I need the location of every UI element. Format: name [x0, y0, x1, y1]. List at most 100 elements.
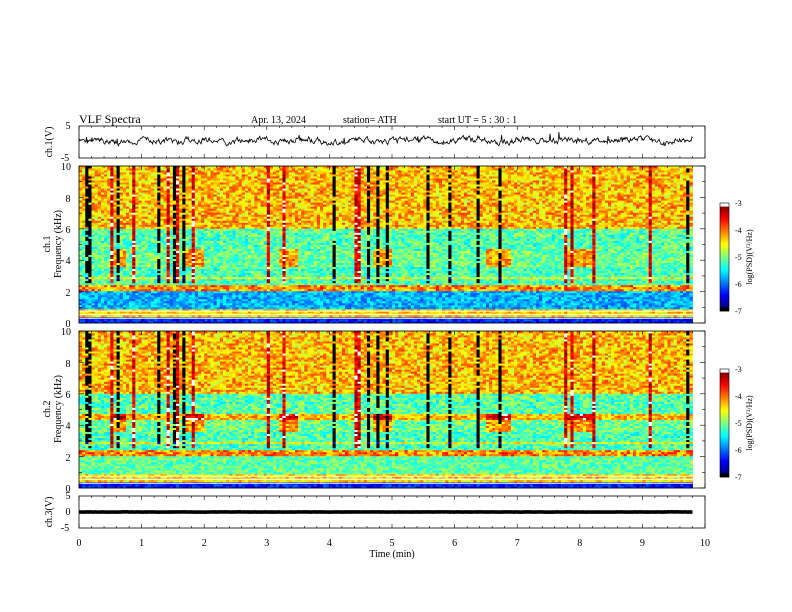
spectrogram-cell: [235, 296, 240, 300]
spectrogram-cell: [345, 306, 349, 310]
spectrogram-cell: [282, 290, 286, 294]
spectrogram-cell: [257, 296, 261, 300]
spectrogram-cell: [673, 290, 678, 294]
spectrogram-cell: [442, 318, 446, 322]
spectrogram-cell: [291, 314, 296, 318]
spectrogram-cell: [216, 296, 221, 300]
spectrogram-cell: [561, 318, 565, 322]
spectrogram-cell: [157, 318, 161, 322]
spectrogram-cell: [207, 320, 211, 324]
spectrogram-cell: [345, 310, 349, 314]
spectrogram-cell: [373, 306, 377, 310]
spectrogram-cell: [592, 300, 596, 304]
spectrogram-cell: [204, 310, 208, 314]
spectrogram-cell: [88, 288, 92, 292]
spectrogram-cell: [517, 290, 521, 294]
spectrogram-cell: [567, 306, 571, 310]
spectrogram-cell: [110, 308, 114, 312]
spectrogram-cell: [160, 308, 164, 312]
spectrogram-cell: [457, 310, 462, 314]
spectrogram-cell: [570, 300, 574, 304]
spectrogram-cell: [157, 292, 161, 296]
spectrogram-cell: [548, 292, 553, 296]
spectrogram-cell: [160, 310, 164, 314]
spectrogram-cell: [97, 304, 102, 308]
spectrogram-cell: [357, 300, 362, 304]
spectrogram-cell: [523, 302, 527, 306]
spectrogram-cell: [241, 294, 246, 298]
spectrogram-cell: [492, 294, 496, 298]
spectrogram-cell: [169, 310, 174, 314]
spectrogram-cell: [489, 300, 493, 304]
spectrogram-cell: [222, 318, 227, 322]
spectrogram-cell: [113, 306, 117, 310]
spectrogram-cell: [279, 310, 283, 314]
ch1-spectrogram-cells: [79, 166, 693, 324]
spectrogram-cell: [607, 296, 612, 300]
spectrogram-cell: [138, 292, 142, 296]
spectrogram-cell: [341, 318, 346, 322]
spectrogram-cell: [679, 310, 684, 314]
spectrogram-cell: [104, 320, 108, 324]
spectrogram-cell: [219, 296, 224, 300]
spectrogram-cell: [485, 298, 490, 302]
spectrogram-cell: [304, 314, 308, 318]
spectrogram-cell: [88, 292, 92, 296]
spectrogram-cell: [132, 320, 136, 324]
spectrogram-cell: [673, 292, 678, 296]
spectrogram-cell: [157, 304, 161, 308]
spectrogram-cell: [595, 298, 599, 302]
spectrogram-cell: [604, 310, 609, 314]
spectrogram-cell: [345, 300, 349, 304]
spectrogram-cell: [282, 294, 286, 298]
spectrogram-cell: [282, 320, 286, 324]
spectrogram-cell: [667, 290, 671, 294]
spectrogram-cell: [279, 302, 283, 306]
spectrogram-cell: [545, 294, 549, 298]
spectrogram-cell: [110, 300, 114, 304]
spectrogram-cell: [526, 294, 531, 298]
spectrogram-cell: [520, 308, 524, 312]
spectrogram-cell: [144, 320, 149, 324]
spectrogram-cell: [463, 298, 468, 302]
spectrogram-cell: [197, 308, 202, 312]
spectrogram-cell: [191, 288, 196, 292]
spectrogram-cell: [661, 300, 665, 304]
spectrogram-cell: [85, 294, 89, 298]
spectrogram-cell: [323, 296, 327, 300]
spectrogram-cell: [629, 318, 634, 322]
spectrogram-cell: [432, 320, 437, 324]
spectrogram-cell: [201, 318, 205, 322]
spectrogram-cell: [457, 294, 462, 298]
spectrogram-cell: [335, 296, 340, 300]
spectrogram-cell: [320, 300, 324, 304]
spectrogram-cell: [548, 314, 553, 318]
spectrogram-cell: [651, 298, 656, 302]
spectrogram-cell: [88, 318, 92, 322]
spectrogram-cell: [586, 296, 590, 300]
spectrogram-cell: [241, 292, 246, 296]
spectrogram-cell: [642, 300, 646, 304]
spectrogram-cell: [629, 290, 634, 294]
spectrogram-cell: [94, 290, 99, 294]
spectrogram-cell: [82, 288, 86, 292]
spectrogram-cell: [79, 304, 83, 308]
spectrogram-cell: [285, 292, 290, 296]
spectrogram-cell: [467, 296, 471, 300]
spectrogram-cell: [188, 302, 193, 306]
spectrogram-cell: [138, 300, 142, 304]
spectrogram-cell: [576, 314, 581, 318]
spectrogram-cell: [526, 306, 531, 310]
spectrogram-cell: [373, 300, 377, 304]
spectrogram-cell: [639, 290, 643, 294]
spectrogram-cell: [298, 306, 302, 310]
spectrogram-cell: [642, 292, 646, 296]
spectrogram-cell: [226, 292, 230, 296]
spectrogram-cell: [651, 302, 656, 306]
spectrogram-cell: [514, 320, 518, 324]
spectrogram-cell: [614, 306, 618, 310]
spectrogram-cell: [248, 304, 252, 308]
spectrogram-cell: [686, 302, 690, 306]
spectrogram-cell: [285, 308, 290, 312]
spectrogram-cell: [445, 308, 449, 312]
